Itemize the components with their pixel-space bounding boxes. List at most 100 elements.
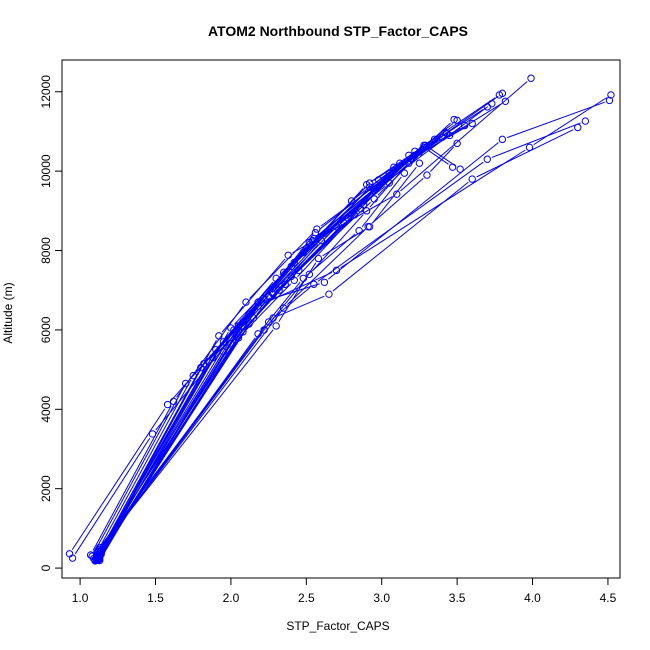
series-segment [241, 283, 292, 335]
series-segment [98, 341, 237, 556]
data-point [281, 280, 289, 288]
data-point [460, 121, 469, 130]
x-tick-label: 4.0 [524, 591, 541, 605]
data-point [527, 74, 535, 82]
series-segment [260, 281, 301, 331]
data-point [94, 556, 102, 564]
data-point [498, 89, 507, 98]
series-9 [92, 74, 535, 562]
series-segment [100, 367, 202, 554]
series-segment [427, 149, 449, 165]
series-7 [91, 103, 491, 565]
x-axis: 1.0 1.5 2.0 2.5 3.0 3.5 4.0 4.5 [72, 578, 617, 605]
series-segment [215, 297, 271, 355]
x-tick-label: 2.5 [298, 591, 315, 605]
series-segment [340, 149, 526, 269]
series-segment [506, 101, 605, 139]
y-tick-label: 12000 [39, 75, 53, 109]
data-point [456, 165, 464, 173]
series-segment [377, 142, 432, 196]
data-point [275, 286, 283, 294]
data-point [365, 179, 374, 187]
x-tick-label: 2.0 [223, 591, 240, 605]
data-point [215, 332, 223, 340]
data-point [483, 155, 491, 163]
series-segment [339, 176, 387, 224]
series-segment [206, 299, 266, 361]
series-12 [94, 115, 458, 561]
series-20 [94, 117, 590, 554]
series-segment [430, 146, 455, 172]
data-point [344, 215, 353, 223]
series-segment [276, 225, 341, 291]
data-point [311, 228, 320, 237]
series-segment [363, 154, 412, 206]
series-segment [262, 271, 333, 305]
data-point [468, 175, 476, 183]
series-segment [369, 162, 409, 208]
series-segment [361, 176, 402, 228]
series-segment [100, 347, 229, 557]
series-31 [92, 163, 398, 563]
data-point [438, 133, 446, 142]
data-point [453, 116, 461, 125]
series-segment [317, 161, 484, 282]
data-point [163, 400, 172, 409]
series-segment [272, 287, 311, 320]
data-point [317, 236, 326, 245]
data-point [325, 290, 333, 298]
data-point [574, 123, 582, 132]
series-19 [96, 96, 614, 553]
data-point [605, 96, 614, 105]
series-segment [282, 222, 346, 287]
series-segment [351, 166, 397, 216]
data-point [279, 268, 288, 277]
series-segment [271, 229, 334, 293]
data-point [295, 266, 303, 275]
chart-title: ATOM2 Northbound STP_Factor_CAPS [208, 23, 468, 39]
series-segment [429, 147, 457, 167]
data-point [310, 280, 318, 288]
data-point [400, 169, 409, 177]
data-point [385, 169, 393, 177]
data-point [254, 330, 262, 338]
data-point [305, 238, 314, 247]
plot-area [65, 74, 615, 565]
series-segment [431, 137, 446, 145]
data-point [68, 554, 77, 562]
series-segment [94, 387, 184, 553]
series-25 [92, 155, 416, 559]
series-segment [327, 142, 499, 280]
data-point [501, 97, 510, 105]
y-axis: 0 2000 4000 6000 8000 10000 12000 [39, 75, 62, 571]
data-point [305, 270, 314, 279]
x-tick-label: 3.0 [373, 591, 390, 605]
series-segment [95, 379, 192, 555]
plot-frame [61, 59, 621, 579]
series-segment [422, 122, 451, 150]
data-point [420, 141, 428, 150]
y-tick-label: 10000 [39, 154, 53, 188]
data-point [200, 359, 208, 368]
series-segment [400, 81, 528, 192]
series-segment [74, 437, 151, 555]
data-point [607, 91, 615, 99]
data-point [488, 99, 496, 108]
series-segment [251, 246, 307, 311]
data-point [468, 119, 476, 128]
series-segment [312, 214, 364, 271]
data-point [423, 171, 431, 179]
data-point [94, 554, 102, 562]
series-segment [286, 229, 365, 305]
data-point [264, 292, 273, 300]
series-segment [100, 345, 222, 556]
series-1 [65, 91, 504, 558]
x-tick-label: 3.5 [449, 591, 466, 605]
series-segment [92, 405, 172, 551]
y-tick-label: 0 [39, 564, 53, 571]
x-tick-label: 1.5 [147, 591, 164, 605]
x-tick-label: 1.0 [72, 591, 89, 605]
x-axis-label: STP_Factor_CAPS [286, 619, 389, 633]
series-32 [94, 169, 393, 562]
